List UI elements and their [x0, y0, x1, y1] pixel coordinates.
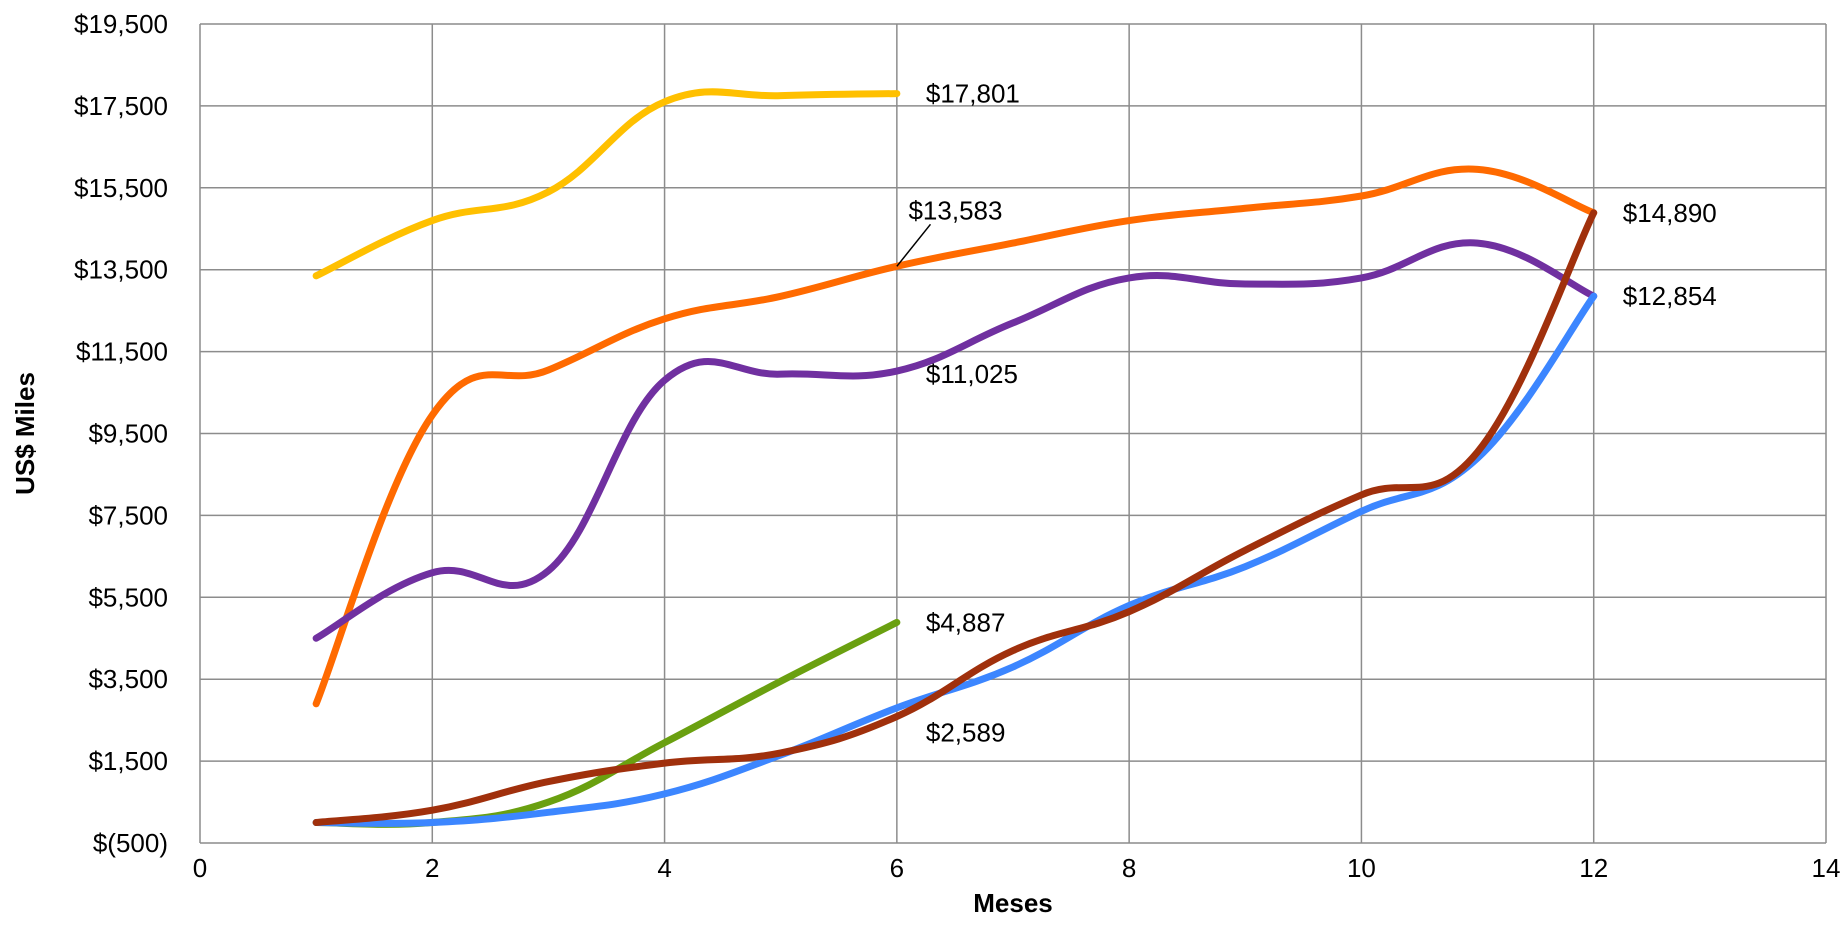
leader-line — [896, 223, 932, 267]
x-tick-label: 4 — [657, 853, 671, 883]
x-tick-label: 6 — [890, 853, 904, 883]
x-tick-label: 2 — [425, 853, 439, 883]
gridlines — [199, 23, 1827, 844]
series-line-6 — [312, 209, 1598, 827]
y-axis-title: US$ Miles — [10, 372, 40, 495]
data-label: $2,589 — [926, 717, 1006, 747]
data-label: $12,854 — [1623, 281, 1717, 311]
series-line-3 — [312, 239, 1598, 642]
data-label: $17,801 — [926, 79, 1020, 109]
series-line-1 — [312, 88, 901, 280]
x-tick-label: 0 — [193, 853, 207, 883]
axes: $(500) $1,500 $3,500 $5,500 $7,500 $9,500 $11,… — [74, 9, 1840, 883]
y-tick-label: $13,500 — [74, 255, 168, 285]
data-label: $13,583 — [908, 195, 1002, 225]
y-tick-label: $19,500 — [74, 9, 168, 39]
y-tick-label: $15,500 — [74, 173, 168, 203]
x-tick-label: 10 — [1347, 853, 1376, 883]
x-tick-label: 14 — [1812, 853, 1841, 883]
data-label: $4,887 — [926, 607, 1006, 637]
data-labels: $17,801 $13,583 $14,890 $12,854 $11,025 $4,88… — [896, 79, 1717, 747]
y-tick-label: $3,500 — [88, 664, 168, 694]
series-line-4 — [312, 618, 901, 828]
data-label: $11,025 — [926, 359, 1018, 389]
y-tick-label: $17,500 — [74, 91, 168, 121]
y-tick-label: $11,500 — [76, 337, 168, 367]
x-axis-title: Meses — [973, 888, 1053, 918]
series-line-5 — [312, 292, 1598, 827]
data-label: $14,890 — [1623, 198, 1717, 228]
y-tick-label: $5,500 — [88, 582, 168, 612]
y-tick-label: $9,500 — [88, 419, 168, 449]
x-tick-label: 8 — [1122, 853, 1136, 883]
y-tick-label: $1,500 — [88, 746, 168, 776]
y-tick-label: $(500) — [93, 828, 168, 858]
y-tick-label: $7,500 — [88, 500, 168, 530]
series-lines — [312, 88, 1598, 828]
series-line-2 — [312, 165, 1598, 708]
x-tick-label: 12 — [1579, 853, 1608, 883]
